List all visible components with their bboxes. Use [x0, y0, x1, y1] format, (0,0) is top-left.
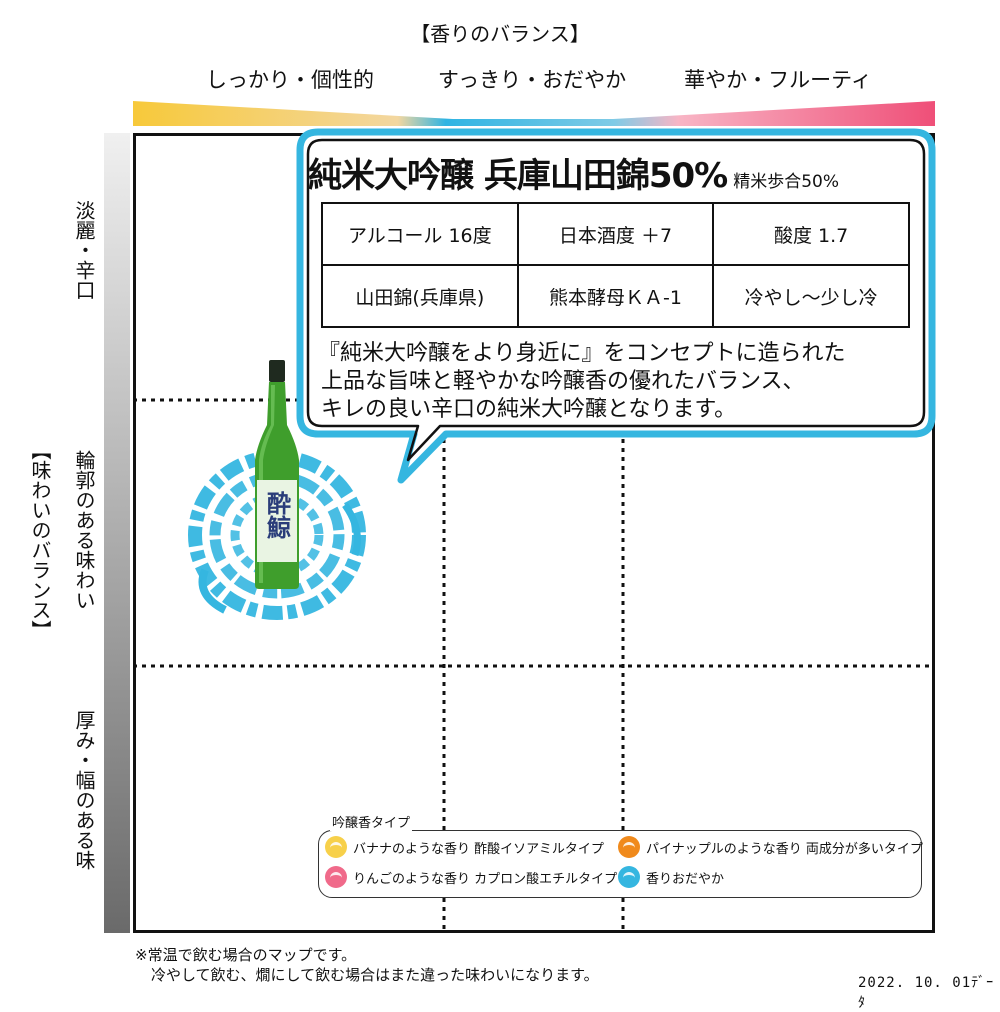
polish-ratio: 精米歩合50%: [733, 172, 840, 192]
data-date: 2022. 10. 01ﾃﾞｰﾀ: [858, 975, 995, 1011]
legend-item-apple: りんごのような香り カプロン酸エチルタイプ: [325, 866, 617, 888]
bottle-label-text: 酔鯨: [263, 491, 292, 539]
aroma-gradient-bar: [133, 101, 935, 126]
description-line: キレの良い辛口の純米大吟醸となります。: [321, 397, 737, 422]
footnote-line: 冷やして飲む、燗にして飲む場合はまた違った味わいになります。: [151, 966, 599, 984]
product-description: 『純米大吟醸をより身近に』をコンセプトに造られた 上品な旨味と軽やかな吟醸香の優…: [318, 340, 846, 424]
pineapple-aroma-icon: [618, 836, 640, 858]
row-label-light-dry: 淡麗・辛口: [72, 200, 96, 300]
legend-label: バナナのような香り 酢酸イソアミルタイプ: [353, 841, 604, 857]
mild-aroma-icon: [618, 866, 640, 888]
footnote: ※常温で飲む場合のマップです。 冷やして飲む、燗にして飲む場合はまた違った味わい…: [135, 945, 599, 985]
apple-aroma-icon: [325, 866, 347, 888]
product-name: 純米大吟醸 兵庫山田錦50%: [308, 156, 728, 196]
legend-item-mild: 香りおだやか: [618, 866, 724, 888]
row-label-rich: 厚み・幅のある味: [72, 710, 96, 870]
legend-label: りんごのような香り カプロン酸エチルタイプ: [353, 871, 618, 887]
aroma-balance-title: 【香りのバランス】: [410, 22, 590, 46]
description-line: 上品な旨味と軽やかな吟醸香の優れたバランス、: [321, 369, 805, 394]
column-label-clean: すっきり・おだやか: [437, 68, 627, 92]
table-row: アルコール 16度 日本酒度 ＋7 酸度 1.7: [321, 202, 910, 266]
description-line: 『純米大吟醸をより身近に』をコンセプトに造られた: [318, 341, 846, 366]
legend-item-pineapple: パイナップルのような香り 両成分が多いタイプ: [618, 836, 923, 858]
legend-item-banana: バナナのような香り 酢酸イソアミルタイプ: [325, 836, 604, 858]
green-bottle: [255, 360, 299, 589]
table-row: 山田錦(兵庫県) 熊本酵母ＫＡ-1 冷やし～少し冷: [321, 264, 910, 328]
spec-sake-meter: 日本酒度 ＋7: [516, 202, 715, 266]
banana-aroma-icon: [325, 836, 347, 858]
legend-label: パイナップルのような香り 両成分が多いタイプ: [646, 841, 923, 857]
spec-table: アルコール 16度 日本酒度 ＋7 酸度 1.7 山田錦(兵庫県) 熊本酵母ＫＡ…: [321, 202, 910, 328]
footnote-line: ※常温で飲む場合のマップです。: [135, 946, 357, 964]
spec-serving-temp: 冷やし～少し冷: [712, 264, 910, 328]
legend-label: 香りおだやか: [646, 871, 725, 887]
taste-balance-title: 【味わいのバランス】: [28, 440, 52, 640]
spec-alcohol: アルコール 16度: [321, 202, 519, 266]
product-title: 純米大吟醸 兵庫山田錦50% 精米歩合50%: [308, 148, 839, 197]
column-label-robust: しっかり・個性的: [206, 68, 374, 92]
row-label-defined: 輪郭のある味わい: [72, 450, 96, 610]
legend-title: 吟醸香タイプ: [330, 812, 413, 831]
spec-rice: 山田錦(兵庫県): [321, 264, 519, 328]
spec-acidity: 酸度 1.7: [712, 202, 910, 266]
sake-bottle-image: 酔鯨: [188, 360, 366, 620]
spec-yeast: 熊本酵母ＫＡ-1: [516, 264, 715, 328]
column-label-fruity: 華やか・フルーティ: [684, 68, 872, 92]
taste-gradient-bar: [104, 133, 130, 933]
